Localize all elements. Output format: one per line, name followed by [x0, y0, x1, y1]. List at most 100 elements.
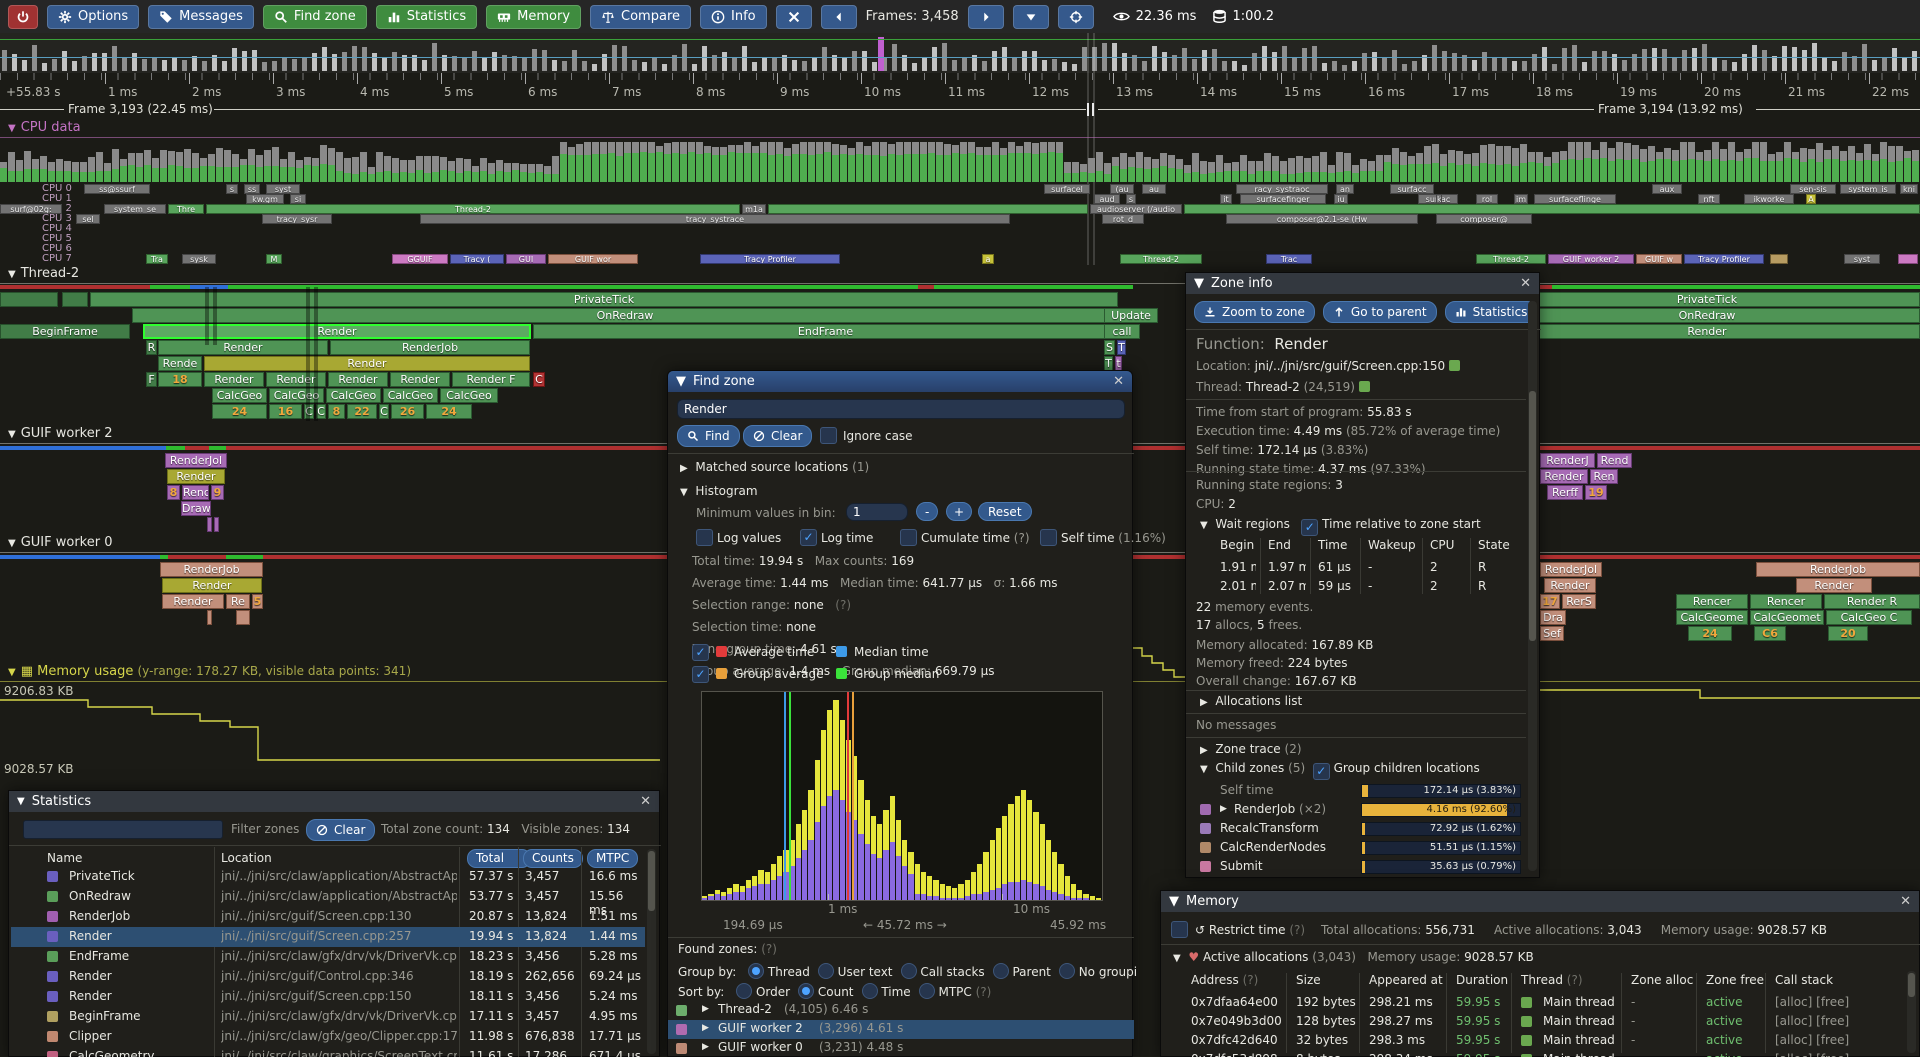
- cpu-zone[interactable]: GUIF wor: [548, 254, 638, 264]
- bin-minus-button[interactable]: -: [916, 502, 939, 521]
- cpu-zone[interactable]: rol: [1476, 194, 1498, 204]
- col-location[interactable]: Location: [221, 851, 272, 865]
- timeline-zone[interactable]: EndFrame: [533, 324, 1118, 339]
- timeline-zone[interactable]: Rende: [158, 356, 202, 371]
- timeline-zone[interactable]: Draw: [181, 501, 211, 516]
- timeline-zone[interactable]: PrivateTick: [90, 292, 1118, 307]
- cpu-zone[interactable]: A: [1806, 194, 1816, 204]
- timeline-zone[interactable]: CalcGeo: [383, 388, 438, 403]
- timeline-zone[interactable]: Render: [266, 372, 326, 387]
- table-row[interactable]: CalcGeometry jni/../jni/src/claw/graphics…: [11, 1047, 645, 1057]
- timeline-zone[interactable]: PrivateTick: [1494, 292, 1920, 307]
- time-ruler[interactable]: +55.83 s 1 ms 2 ms 3 ms 4 ms 5 ms 6 ms 7 ms 8 ms…: [0, 73, 1920, 101]
- timeline-zone[interactable]: [0, 292, 58, 307]
- mem-col-call-stack[interactable]: Call stack: [1775, 973, 1834, 987]
- memory-usage-section-header[interactable]: ▼ ▦ Memory usage (y-range: 178.27 KB, vis…: [0, 664, 1920, 682]
- timeline-zone[interactable]: T: [1117, 340, 1126, 355]
- cpu-zone[interactable]: sysk: [182, 254, 216, 264]
- thread-header[interactable]: ▼ GUIF worker 0: [0, 535, 1920, 553]
- cpu-zone[interactable]: si: [290, 194, 306, 204]
- timeline-zone[interactable]: Render: [1494, 324, 1920, 339]
- close-icon[interactable]: ✕: [1113, 374, 1124, 389]
- cpu-zone[interactable]: Tracy (: [450, 254, 504, 264]
- timeline-zone[interactable]: BeginFrame: [0, 324, 130, 339]
- cpu-zone[interactable]: an: [1336, 184, 1354, 194]
- cpu-zone[interactable]: it: [1220, 194, 1232, 204]
- collapse-icon[interactable]: ▼: [1194, 276, 1204, 291]
- timeline-zone[interactable]: RenderJol: [1540, 562, 1602, 577]
- active-allocations-section[interactable]: Active allocations: [1202, 950, 1309, 964]
- timeline-zone[interactable]: Render: [390, 372, 450, 387]
- cpu-zone[interactable]: GUIF w: [1636, 254, 1682, 264]
- options-button[interactable]: Options: [47, 4, 140, 29]
- cpu-zone[interactable]: syst: [1844, 254, 1880, 264]
- timeline-zone[interactable]: 20: [1828, 626, 1868, 641]
- find-zone-histogram[interactable]: [701, 691, 1103, 901]
- rel-time-checkbox[interactable]: ✓: [1301, 519, 1319, 536]
- timeline-zone[interactable]: 18: [158, 372, 202, 387]
- timeline-zone[interactable]: Rencer: [1750, 594, 1822, 609]
- timeline-zone[interactable]: 24: [1688, 626, 1732, 641]
- cpu-zone[interactable]: kw.gm: [246, 194, 284, 204]
- timeline-zone[interactable]: F: [146, 372, 157, 387]
- radio-sort-by-count[interactable]: [798, 983, 815, 999]
- cpu-zone[interactable]: Thread-2: [1120, 254, 1202, 264]
- thread-header[interactable]: ▼ GUIF worker 2: [0, 426, 1920, 444]
- timeline-zone[interactable]: 9: [211, 485, 224, 500]
- child-zone-name[interactable]: CalcRenderNodes: [1220, 840, 1326, 854]
- timeline-zone[interactable]: Render: [143, 324, 531, 339]
- mem-col-duration[interactable]: Duration: [1456, 973, 1509, 987]
- collapse-icon[interactable]: ▼: [676, 374, 686, 389]
- cpu-zone[interactable]: surfaceflinge: [1534, 194, 1616, 204]
- table-row[interactable]: Render jni/../jni/src/guif/Screen.cpp:150…: [11, 987, 645, 1007]
- memory-scrollbar[interactable]: [1908, 973, 1915, 997]
- timeline-zone[interactable]: [207, 610, 212, 625]
- timeline-zone[interactable]: [207, 517, 212, 532]
- next-frame-button[interactable]: [967, 4, 1004, 29]
- timeline-zone[interactable]: 17: [1540, 594, 1560, 609]
- timeline-zone[interactable]: [236, 610, 250, 625]
- timeline-zone[interactable]: R: [146, 340, 157, 355]
- cpu-zone[interactable]: GGUIF: [392, 254, 448, 264]
- radio-group-by-user-text[interactable]: [817, 963, 834, 979]
- cpu-zone[interactable]: surfacc: [1390, 184, 1434, 194]
- timeline-zone[interactable]: 24: [426, 404, 472, 419]
- collapse-icon[interactable]: ▼: [1169, 894, 1179, 909]
- timeline-zone[interactable]: Rend: [182, 485, 209, 500]
- timeline-zone[interactable]: [214, 517, 219, 532]
- timeline-zone[interactable]: Render: [204, 356, 530, 371]
- bin-plus-button[interactable]: +: [946, 502, 973, 521]
- table-row[interactable]: PrivateTick jni/../jni/src/claw/applicati…: [11, 867, 645, 887]
- cpu-zone[interactable]: audioserver (/audio: [1090, 204, 1182, 214]
- timeline-zone[interactable]: CalcGeo: [440, 388, 498, 403]
- cpu-zone[interactable]: racy_systraoc: [1236, 184, 1328, 194]
- find-zone-button[interactable]: Find zone: [262, 4, 367, 29]
- cpu-zone[interactable]: Tracy Profiler: [700, 254, 840, 264]
- table-row[interactable]: RenderJob jni/../jni/src/guif/Screen.cpp:…: [11, 907, 645, 927]
- frame-separator-row[interactable]: Frame 3,193 (22.45 ms) Frame 3,194 (13.92…: [0, 101, 1920, 117]
- cpu-zone[interactable]: aud: [1094, 194, 1120, 204]
- timeline-zone[interactable]: Rend: [1597, 453, 1632, 468]
- timeline-zone[interactable]: RenderJob: [160, 562, 263, 577]
- checkbox-log-time[interactable]: ✓: [800, 529, 817, 546]
- cpu-zone[interactable]: GUI: [506, 254, 546, 264]
- zone-info-scrollbar[interactable]: [1529, 391, 1536, 641]
- table-row[interactable]: Render jni/../jni/src/guif/Screen.cpp:257…: [11, 927, 645, 947]
- find-button[interactable]: Find: [677, 425, 740, 447]
- location-value[interactable]: jni/../jni/src/guif/Screen.cpp:150: [1254, 359, 1446, 373]
- cpu-zone[interactable]: surf@02g:: [0, 204, 62, 214]
- cpu-zone[interactable]: im: [1514, 194, 1528, 204]
- timeline-zone[interactable]: 26: [391, 404, 424, 419]
- cpu-zone[interactable]: surfacefinger: [1240, 194, 1326, 204]
- ignore-case-checkbox[interactable]: [820, 427, 837, 444]
- messages-button[interactable]: Messages: [148, 4, 254, 29]
- timeline-zone[interactable]: C6: [1754, 626, 1786, 641]
- close-icon[interactable]: ✕: [640, 794, 651, 809]
- timeline-zone[interactable]: [62, 292, 88, 307]
- radio-sort-by-mtpc[interactable]: [918, 983, 935, 999]
- memory-button[interactable]: Memory: [486, 4, 582, 29]
- cpu-zone[interactable]: ikworke: [1744, 194, 1794, 204]
- close-icon[interactable]: ✕: [1520, 276, 1531, 291]
- timeline-zone[interactable]: OnRedraw: [1494, 308, 1920, 323]
- radio-sort-by-time[interactable]: [861, 983, 878, 999]
